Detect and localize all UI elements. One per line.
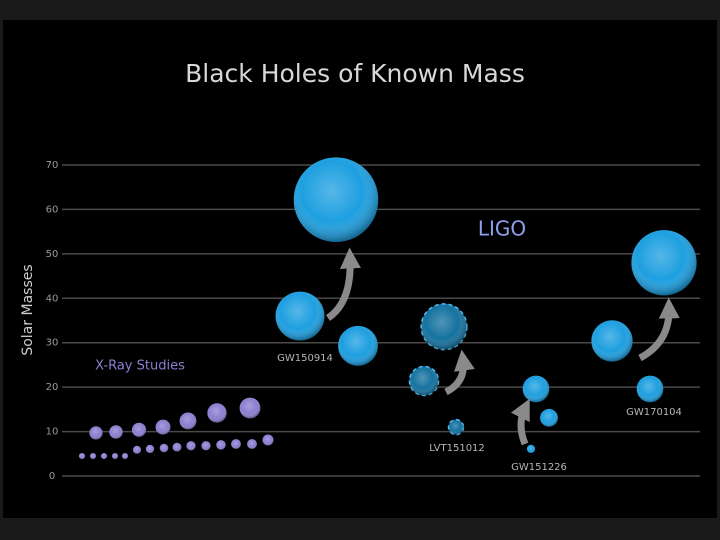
y-tick-label: 50 [46,249,59,260]
bubble-shade [172,442,182,452]
bubble-shade [275,291,325,341]
y-tick-label: 40 [46,293,59,304]
bubble-shade [522,375,550,403]
bubble-shade [239,397,261,419]
annotation: LIGO [478,217,526,241]
event-label: GW150914 [277,353,333,364]
series-label: X-Ray Studies [95,359,185,374]
chart-title: Black Holes of Known Mass [185,59,525,88]
arrows [325,247,680,446]
arrow [510,398,530,446]
bubble-shade [421,303,467,350]
bubble-shade [216,440,226,450]
bubble-shade [155,419,171,435]
arrow [638,297,680,362]
bubble-shade [111,452,119,460]
bubble-shade [186,441,196,451]
bubble-shade [132,445,142,454]
bubble-shade [636,375,664,403]
arrow [325,247,361,321]
bubble-shade [247,439,257,449]
background [3,20,717,518]
event-label: GW170104 [626,407,682,418]
y-tick-label: 30 [46,338,59,349]
bubble-shade [131,422,147,437]
bubble-shade [591,320,633,362]
bubble-shade [262,434,274,446]
arrow [444,349,475,396]
bubble-shade [338,325,378,366]
bubble-shade [109,425,123,439]
y-tick-label: 0 [49,471,55,482]
bubble-shade [207,403,227,423]
bubble-shade [121,452,129,460]
bubble-shade [409,366,439,396]
bubble-shade [201,441,211,451]
bubble-shade [293,157,379,242]
event-label: GW151226 [511,462,567,473]
bubble-shade [231,439,241,449]
y-tick-label: 60 [46,204,59,215]
y-axis-label: Solar Masses [20,264,36,355]
bubble-shade [526,444,536,454]
bubble-shade [540,408,558,427]
bubble-shade [631,230,697,296]
bubble-shade [78,452,86,460]
y-tick-label: 20 [46,382,59,393]
bubble-shade [145,444,155,454]
bubble-shade [448,419,464,435]
event-label: LVT151012 [429,443,485,454]
bubble-shade [100,452,108,460]
bubble-shade [89,426,103,440]
bubble-shade [159,443,169,453]
bubble-shade [179,412,197,430]
y-tick-label: 10 [46,427,59,438]
y-tick-label: 70 [46,160,59,171]
bubble-shade [89,452,97,460]
